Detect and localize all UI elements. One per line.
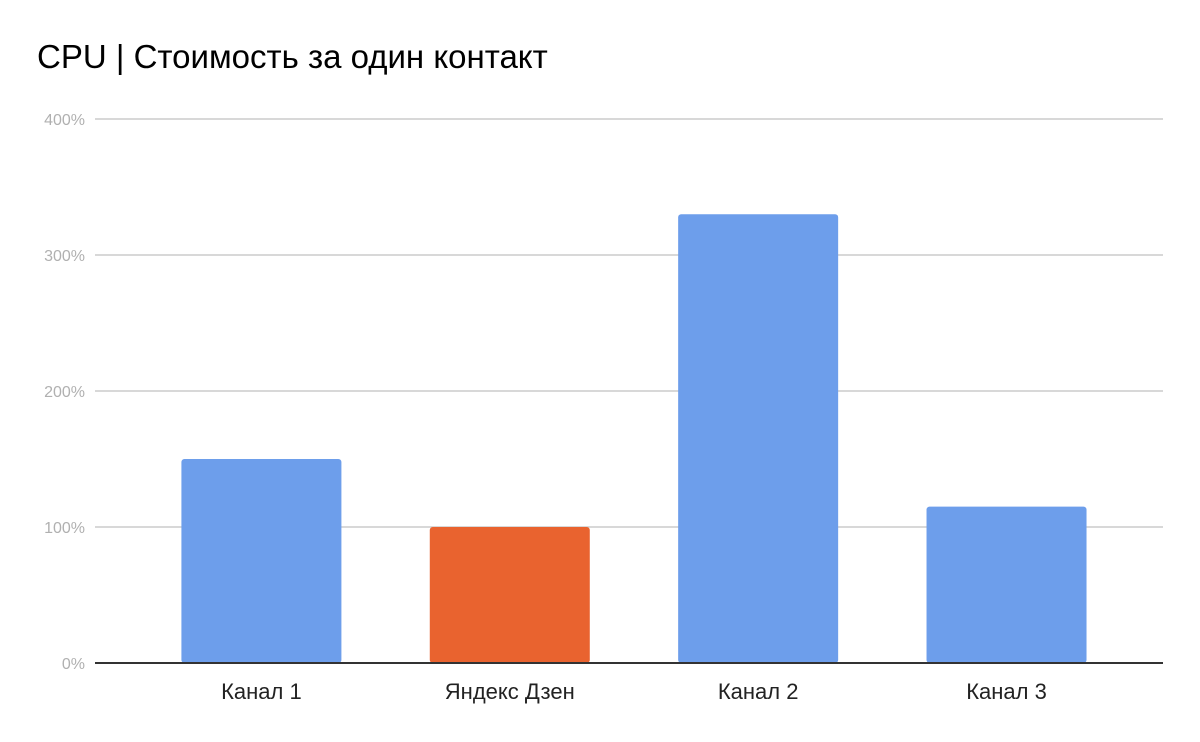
x-category-label: Канал 1 bbox=[221, 679, 302, 704]
y-axis-ticks: 0% 100% 200% 300% 400% bbox=[44, 112, 85, 673]
y-tick-label: 100% bbox=[44, 520, 85, 537]
y-tick-label: 300% bbox=[44, 248, 85, 265]
x-category-label: Канал 2 bbox=[718, 679, 799, 704]
bar bbox=[678, 214, 839, 663]
x-category-label: Канал 3 bbox=[966, 679, 1047, 704]
bar bbox=[429, 527, 590, 663]
y-tick-label: 200% bbox=[44, 384, 85, 401]
x-category-label: Яндекс Дзен bbox=[445, 679, 575, 704]
y-tick-label: 400% bbox=[44, 112, 85, 129]
bar bbox=[181, 459, 342, 663]
bar bbox=[926, 506, 1087, 663]
y-tick-label: 0% bbox=[62, 656, 85, 673]
x-axis-categories: Канал 1 Яндекс Дзен Канал 2 Канал 3 bbox=[221, 679, 1047, 704]
bars bbox=[181, 214, 1087, 663]
chart-title: CPU | Стоимость за один контакт bbox=[37, 38, 548, 75]
